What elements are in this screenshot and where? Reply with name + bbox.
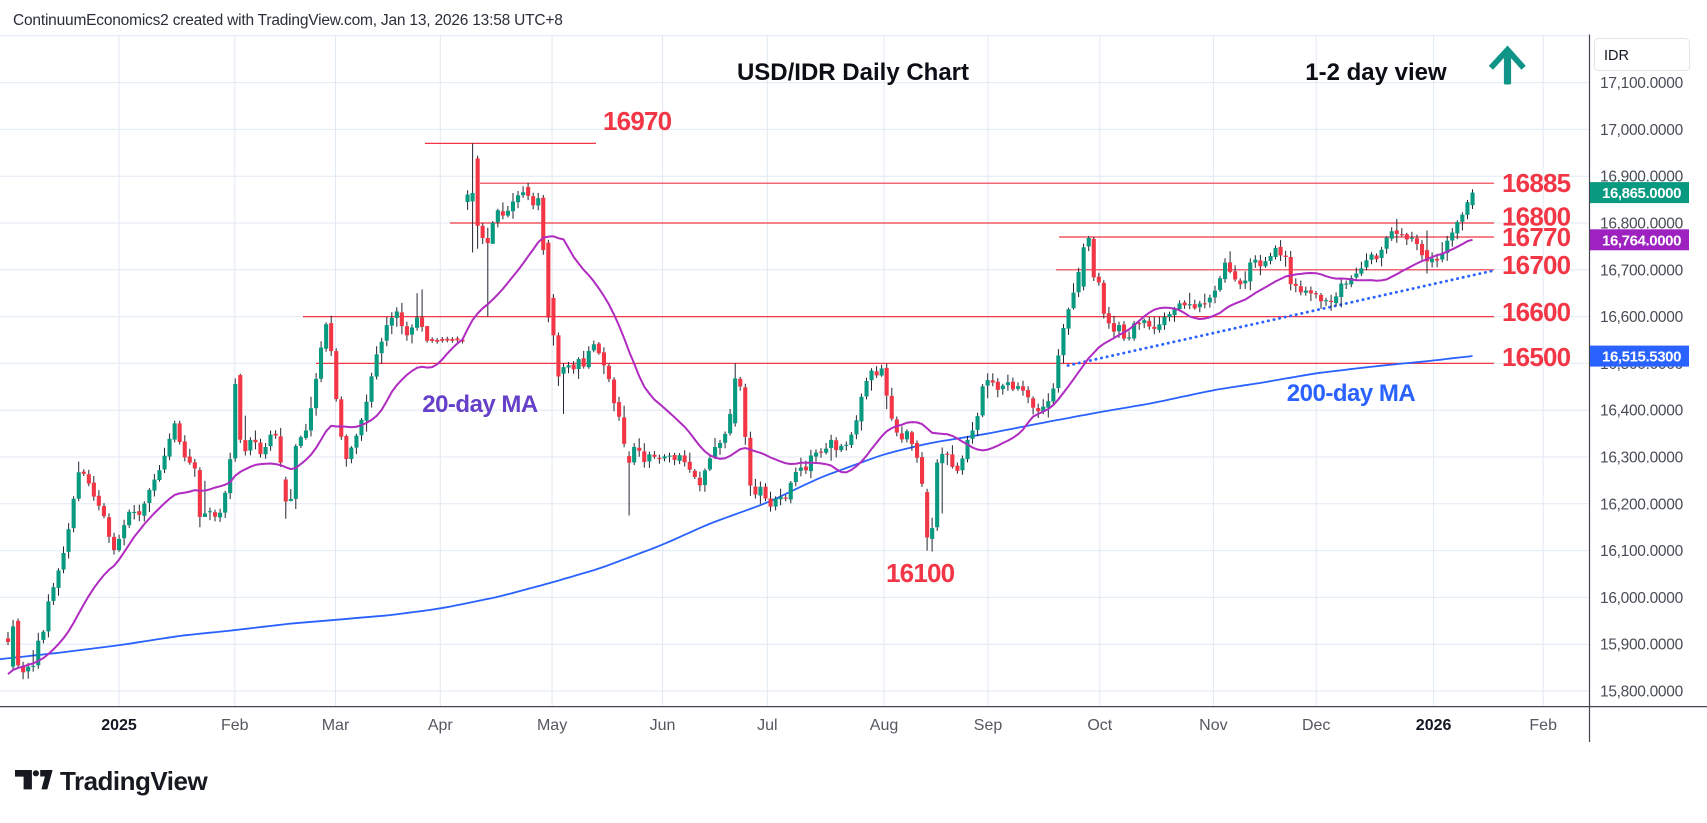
svg-text:16,800.0000: 16,800.0000 [1600,216,1684,233]
svg-text:200-day MA: 200-day MA [1287,380,1416,407]
svg-text:16800: 16800 [1502,202,1571,232]
svg-text:17,000.0000: 17,000.0000 [1600,122,1684,139]
svg-text:Aug: Aug [870,717,898,734]
svg-text:Oct: Oct [1087,717,1112,734]
svg-text:20-day MA: 20-day MA [422,391,538,418]
svg-text:Mar: Mar [322,717,350,734]
svg-text:16100: 16100 [886,558,955,588]
svg-text:Feb: Feb [1529,717,1557,734]
svg-text:Sep: Sep [974,717,1003,734]
svg-text:16500: 16500 [1502,342,1571,372]
svg-text:ContinuumEconomics2 created wi: ContinuumEconomics2 created with Trading… [13,12,563,29]
svg-text:16970: 16970 [603,106,672,136]
svg-text:16,400.0000: 16,400.0000 [1600,403,1684,420]
svg-text:16,764.0000: 16,764.0000 [1602,232,1681,249]
svg-text:TradingView: TradingView [60,766,208,796]
svg-text:16,515.5300: 16,515.5300 [1602,349,1681,366]
svg-text:16,200.0000: 16,200.0000 [1600,496,1684,513]
svg-text:IDR: IDR [1604,48,1629,64]
svg-text:16,300.0000: 16,300.0000 [1600,450,1684,467]
svg-text:1-2 day view: 1-2 day view [1305,59,1447,86]
svg-text:Feb: Feb [221,717,249,734]
svg-text:16770: 16770 [1502,222,1571,252]
svg-text:2026: 2026 [1416,717,1452,734]
svg-text:USD/IDR Daily Chart: USD/IDR Daily Chart [737,59,969,86]
svg-text:15,900.0000: 15,900.0000 [1600,637,1684,654]
svg-text:Nov: Nov [1199,717,1227,734]
svg-text:16600: 16600 [1502,297,1571,327]
svg-text:16,865.0000: 16,865.0000 [1602,185,1681,202]
svg-text:16885: 16885 [1502,168,1571,198]
svg-text:17,100.0000: 17,100.0000 [1600,75,1684,92]
svg-text:15,800.0000: 15,800.0000 [1600,684,1684,701]
svg-text:16,700.0000: 16,700.0000 [1600,262,1684,279]
svg-text:2025: 2025 [101,717,137,734]
svg-text:May: May [537,717,567,734]
svg-text:16,900.0000: 16,900.0000 [1600,169,1684,186]
svg-text:Jun: Jun [650,717,676,734]
svg-text:Jul: Jul [757,717,777,734]
svg-text:Apr: Apr [428,717,454,734]
svg-text:16700: 16700 [1502,250,1571,280]
svg-text:16,600.0000: 16,600.0000 [1600,309,1684,326]
svg-text:16,100.0000: 16,100.0000 [1600,543,1684,560]
svg-text:Dec: Dec [1302,717,1330,734]
svg-text:16,000.0000: 16,000.0000 [1600,590,1684,607]
